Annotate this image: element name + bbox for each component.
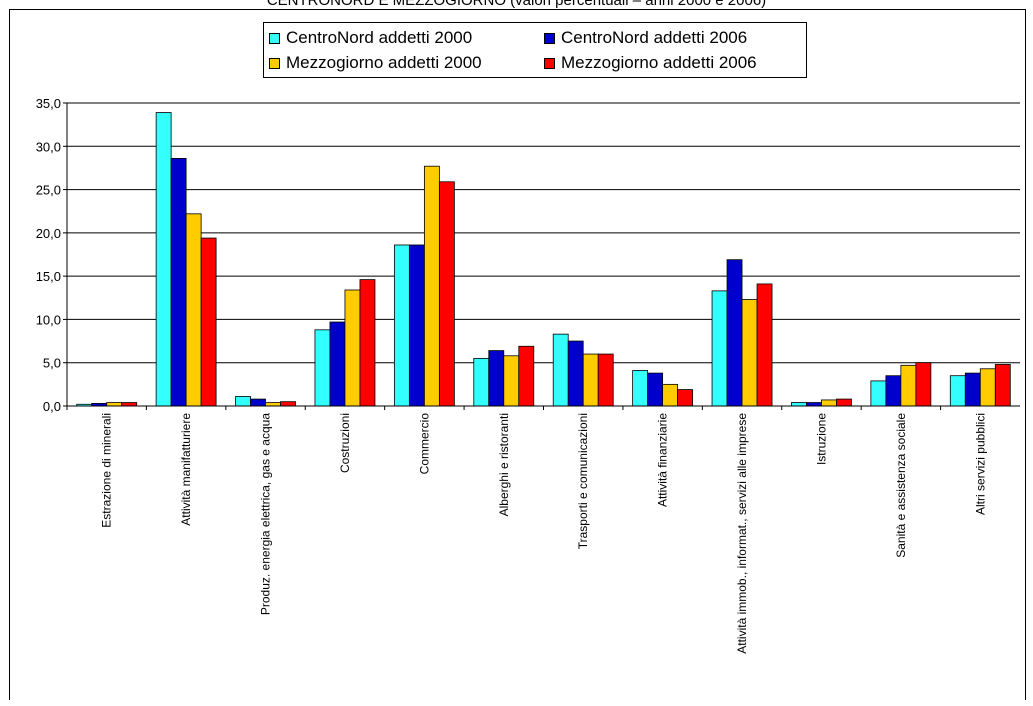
y-tick-label: 5,0: [43, 356, 61, 371]
legend-swatch: [269, 32, 280, 44]
bar: [200, 237, 217, 407]
bar: [280, 401, 296, 407]
chart-frame: [9, 9, 1026, 700]
bar: [791, 402, 807, 407]
bar: [329, 321, 346, 407]
x-tick-label: Commercio: [417, 413, 431, 475]
legend-item-centronord-2006: CentroNord addetti 2006: [544, 27, 747, 49]
bar: [503, 355, 520, 407]
x-tick-label: Attività immob., informat., servizi alle…: [735, 413, 749, 654]
bar: [423, 165, 440, 407]
x-tick-label: Costruzioni: [338, 413, 352, 473]
bar: [582, 353, 599, 407]
bar: [677, 389, 694, 407]
y-tick-labels: 0,0 5,0 10,0 15,0 20,0 25,0 30,0 35,0: [36, 96, 61, 414]
x-tick-labels: Estrazione di minerali Attività manifattu…: [100, 413, 988, 654]
x-tick-label: Estrazione di minerali: [100, 413, 114, 528]
bar: [488, 350, 505, 407]
bar: [870, 380, 887, 407]
legend-item-mezzogiorno-2006: Mezzogiorno addetti 2006: [544, 52, 757, 74]
bar: [567, 340, 584, 407]
bar: [949, 375, 966, 407]
x-tick-label: Attività finanziarie: [656, 413, 670, 507]
legend-item-centronord-2000: CentroNord addetti 2000: [269, 27, 472, 49]
bar: [711, 290, 728, 407]
legend-item-mezzogiorno-2000: Mezzogiorno addetti 2000: [269, 52, 482, 74]
y-tick-label: 0,0: [43, 399, 61, 414]
bar: [518, 345, 535, 407]
bar: [900, 364, 917, 407]
bar: [314, 329, 331, 407]
bar: [964, 372, 981, 407]
bar: [821, 399, 837, 407]
bar: [344, 289, 361, 407]
legend-swatch: [544, 32, 555, 44]
bar: [979, 368, 996, 407]
bar: [597, 353, 614, 407]
title-strip: CENTRONORD E MEZZOGIORNO (valori percent…: [0, 0, 1033, 9]
y-tick-label: 25,0: [36, 183, 61, 198]
gridlines: [63, 102, 1020, 407]
x-tick-label: Altri servizi pubblici: [973, 413, 987, 515]
bar: [121, 402, 138, 407]
bar: [741, 299, 758, 407]
bar: [250, 398, 266, 407]
x-tick-label: Sanità e assistenza sociale: [894, 413, 908, 558]
y-tick-label: 20,0: [36, 226, 61, 241]
bar: [632, 370, 649, 407]
legend-swatch: [544, 57, 555, 69]
y-tick-label: 30,0: [36, 139, 61, 154]
axes: [66, 103, 1020, 407]
bar: [552, 333, 569, 407]
bar: [806, 402, 822, 407]
y-tick-label: 15,0: [36, 269, 61, 284]
chart-title: CENTRONORD E MEZZOGIORNO (valori percent…: [266, 0, 767, 9]
bar: [170, 158, 187, 407]
bar: [756, 283, 773, 407]
bar: [473, 357, 490, 407]
bar: [647, 372, 664, 407]
bar: [185, 213, 202, 407]
bar: [836, 398, 852, 407]
bar: [885, 375, 902, 407]
x-tick-label: Attività manifatturiere: [179, 413, 193, 526]
bars: [66, 112, 1011, 410]
bar: [662, 383, 679, 407]
bar: [408, 244, 425, 407]
legend-label: Mezzogiorno addetti 2000: [286, 53, 482, 72]
bar: [393, 244, 410, 407]
x-tick-label: Alberghi e ristoranti: [497, 413, 511, 516]
bar: [155, 112, 172, 407]
bar: [106, 402, 123, 407]
x-tick-label: Istruzione: [814, 413, 828, 465]
x-tick-label: Trasporti e comunicazioni: [576, 413, 590, 549]
bar: [915, 362, 932, 407]
y-tick-label: 35,0: [36, 96, 61, 111]
legend-label: CentroNord addetti 2000: [286, 28, 473, 47]
x-tick-label: Produz. energia elettrica, gas e acqua: [259, 413, 273, 615]
legend-swatch: [269, 57, 280, 69]
bar: [235, 396, 251, 407]
bar: [359, 279, 376, 407]
bar: [265, 402, 281, 407]
legend: CentroNord addetti 2000 CentroNord addet…: [263, 22, 807, 78]
legend-label: CentroNord addetti 2006: [561, 28, 748, 47]
bar: [726, 259, 743, 407]
legend-label: Mezzogiorno addetti 2006: [561, 53, 757, 72]
bar: [438, 181, 455, 407]
y-tick-label: 10,0: [36, 312, 61, 327]
bar: [994, 364, 1011, 407]
